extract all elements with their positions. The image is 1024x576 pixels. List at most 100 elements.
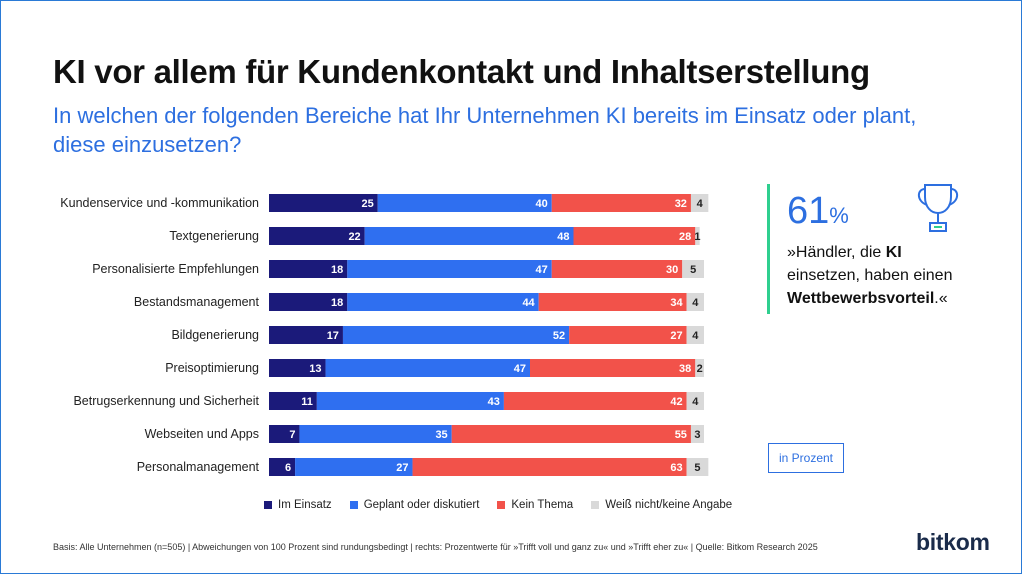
legend-item: Kein Thema <box>497 499 573 511</box>
bar-value-label: 18 <box>331 297 343 309</box>
bar-value-label: 44 <box>522 297 535 309</box>
bar-value-label: 30 <box>666 264 678 276</box>
bar-segment <box>269 293 348 311</box>
bar-segment <box>451 425 691 443</box>
bar-segment <box>269 227 365 245</box>
bar-value-label: 17 <box>327 330 339 342</box>
callout-quote: »Händler, die KI einsetzen, haben einen … <box>787 241 977 310</box>
bar-value-label: 47 <box>514 363 526 375</box>
bar-value-label: 38 <box>679 363 691 375</box>
category-label: Betrugserkennung und Sicherheit <box>73 394 259 408</box>
bar-value-label: 27 <box>670 330 682 342</box>
chart-legend: Im Einsatz Geplant oder diskutiert Kein Th… <box>264 499 732 511</box>
page-subtitle: In welchen der folgenden Bereiche hat Ih… <box>53 103 917 157</box>
legend-label: Im Einsatz <box>278 499 332 511</box>
bar-segment <box>269 458 296 476</box>
bar-segment <box>377 194 552 212</box>
bar-segment <box>538 293 687 311</box>
bar-segment <box>347 260 552 278</box>
bar-segment <box>364 227 574 245</box>
legend-item: Weiß nicht/keine Angabe <box>591 499 732 511</box>
legend-swatch <box>349 501 358 509</box>
bar-value-label: 25 <box>362 198 374 210</box>
category-label: Bestandsmanagement <box>134 295 260 309</box>
bar-segment <box>269 194 378 212</box>
bar-segment <box>686 392 704 410</box>
bar-segment <box>342 326 570 344</box>
legend-swatch <box>264 501 272 509</box>
bar-value-label: 48 <box>557 231 569 243</box>
bar-segment <box>269 326 343 344</box>
bar-segment <box>269 260 348 278</box>
bar-value-label: 63 <box>670 462 682 474</box>
bar-value-label: 22 <box>348 231 360 243</box>
bar-value-label: 42 <box>670 396 682 408</box>
trophy-icon <box>917 184 959 232</box>
bar-value-label: 6 <box>285 462 291 474</box>
stacked-bar-chart: Kundenservice und -kommunikation 25 40 32 4T… <box>60 194 709 476</box>
bar-segment <box>695 227 700 245</box>
category-label: Webseiten und Apps <box>145 427 259 441</box>
bar-value-label: 3 <box>694 429 700 441</box>
bar-value-label: 47 <box>536 264 548 276</box>
bar-segment <box>690 194 709 212</box>
legend-item: Geplant oder diskutiert <box>349 499 480 511</box>
callout-stat: 61% <box>787 189 849 238</box>
legend-label: Geplant oder diskutiert <box>363 499 480 511</box>
unit-label: in Prozent <box>768 443 844 473</box>
bar-value-label: 4 <box>692 297 699 309</box>
bar-segment <box>686 458 709 476</box>
bar-segment <box>530 359 696 377</box>
bar-value-label: 40 <box>536 198 548 210</box>
bar-segment <box>686 326 704 344</box>
category-label: Personalmanagement <box>137 460 260 474</box>
legend-swatch <box>591 501 600 509</box>
bar-segment <box>316 392 504 410</box>
bar-value-label: 27 <box>396 462 408 474</box>
bar-value-label: 2 <box>697 363 703 375</box>
page-title: KI vor allem für Kundenkontakt und Inhal… <box>53 53 870 90</box>
footnote: Basis: Alle Unternehmen (n=505) | Abweic… <box>53 542 818 552</box>
bar-value-label: 11 <box>301 396 313 408</box>
bar-value-label: 5 <box>690 264 696 276</box>
legend-label: Weiß nicht/keine Angabe <box>605 499 733 511</box>
bar-segment <box>686 293 704 311</box>
bar-segment <box>347 293 539 311</box>
category-label: Personalisierte Empfehlungen <box>92 262 259 276</box>
bar-value-label: 52 <box>553 330 565 342</box>
legend-item: Im Einsatz <box>264 499 332 511</box>
bar-segment <box>269 392 317 410</box>
category-label: Bildgenerierung <box>171 328 259 342</box>
bar-segment <box>269 359 326 377</box>
bar-value-label: 35 <box>435 429 447 441</box>
bar-segment <box>569 326 687 344</box>
bar-segment <box>299 425 452 443</box>
category-label: Textgenerierung <box>169 229 259 243</box>
bar-value-label: 34 <box>670 297 683 309</box>
bitkom-logo: bitkom <box>916 529 990 555</box>
bar-segment <box>551 260 683 278</box>
bar-value-label: 5 <box>694 462 700 474</box>
bar-segment <box>503 392 687 410</box>
quote-prefix: »Händler, die <box>787 244 886 261</box>
bar-value-label: 32 <box>675 198 687 210</box>
bar-segment <box>695 359 704 377</box>
bar-value-label: 4 <box>692 330 699 342</box>
bar-segment <box>690 425 704 443</box>
bar-value-label: 4 <box>692 396 699 408</box>
bar-value-label: 13 <box>309 363 321 375</box>
bar-segment <box>412 458 687 476</box>
bar-value-label: 55 <box>675 429 687 441</box>
bar-segment <box>325 359 530 377</box>
bar-segment <box>295 458 413 476</box>
quote-middle: einsetzen, haben einen <box>787 267 953 284</box>
bar-segment <box>573 227 696 245</box>
bar-value-label: 18 <box>331 264 343 276</box>
legend-label: Kein Thema <box>511 499 574 511</box>
bar-value-label: 4 <box>697 198 704 210</box>
bar-value-label: 1 <box>694 231 700 243</box>
bar-value-label: 43 <box>488 396 500 408</box>
quote-bold-advantage: Wettbewerbsvorteil <box>787 290 935 307</box>
bar-value-label: 7 <box>289 429 295 441</box>
